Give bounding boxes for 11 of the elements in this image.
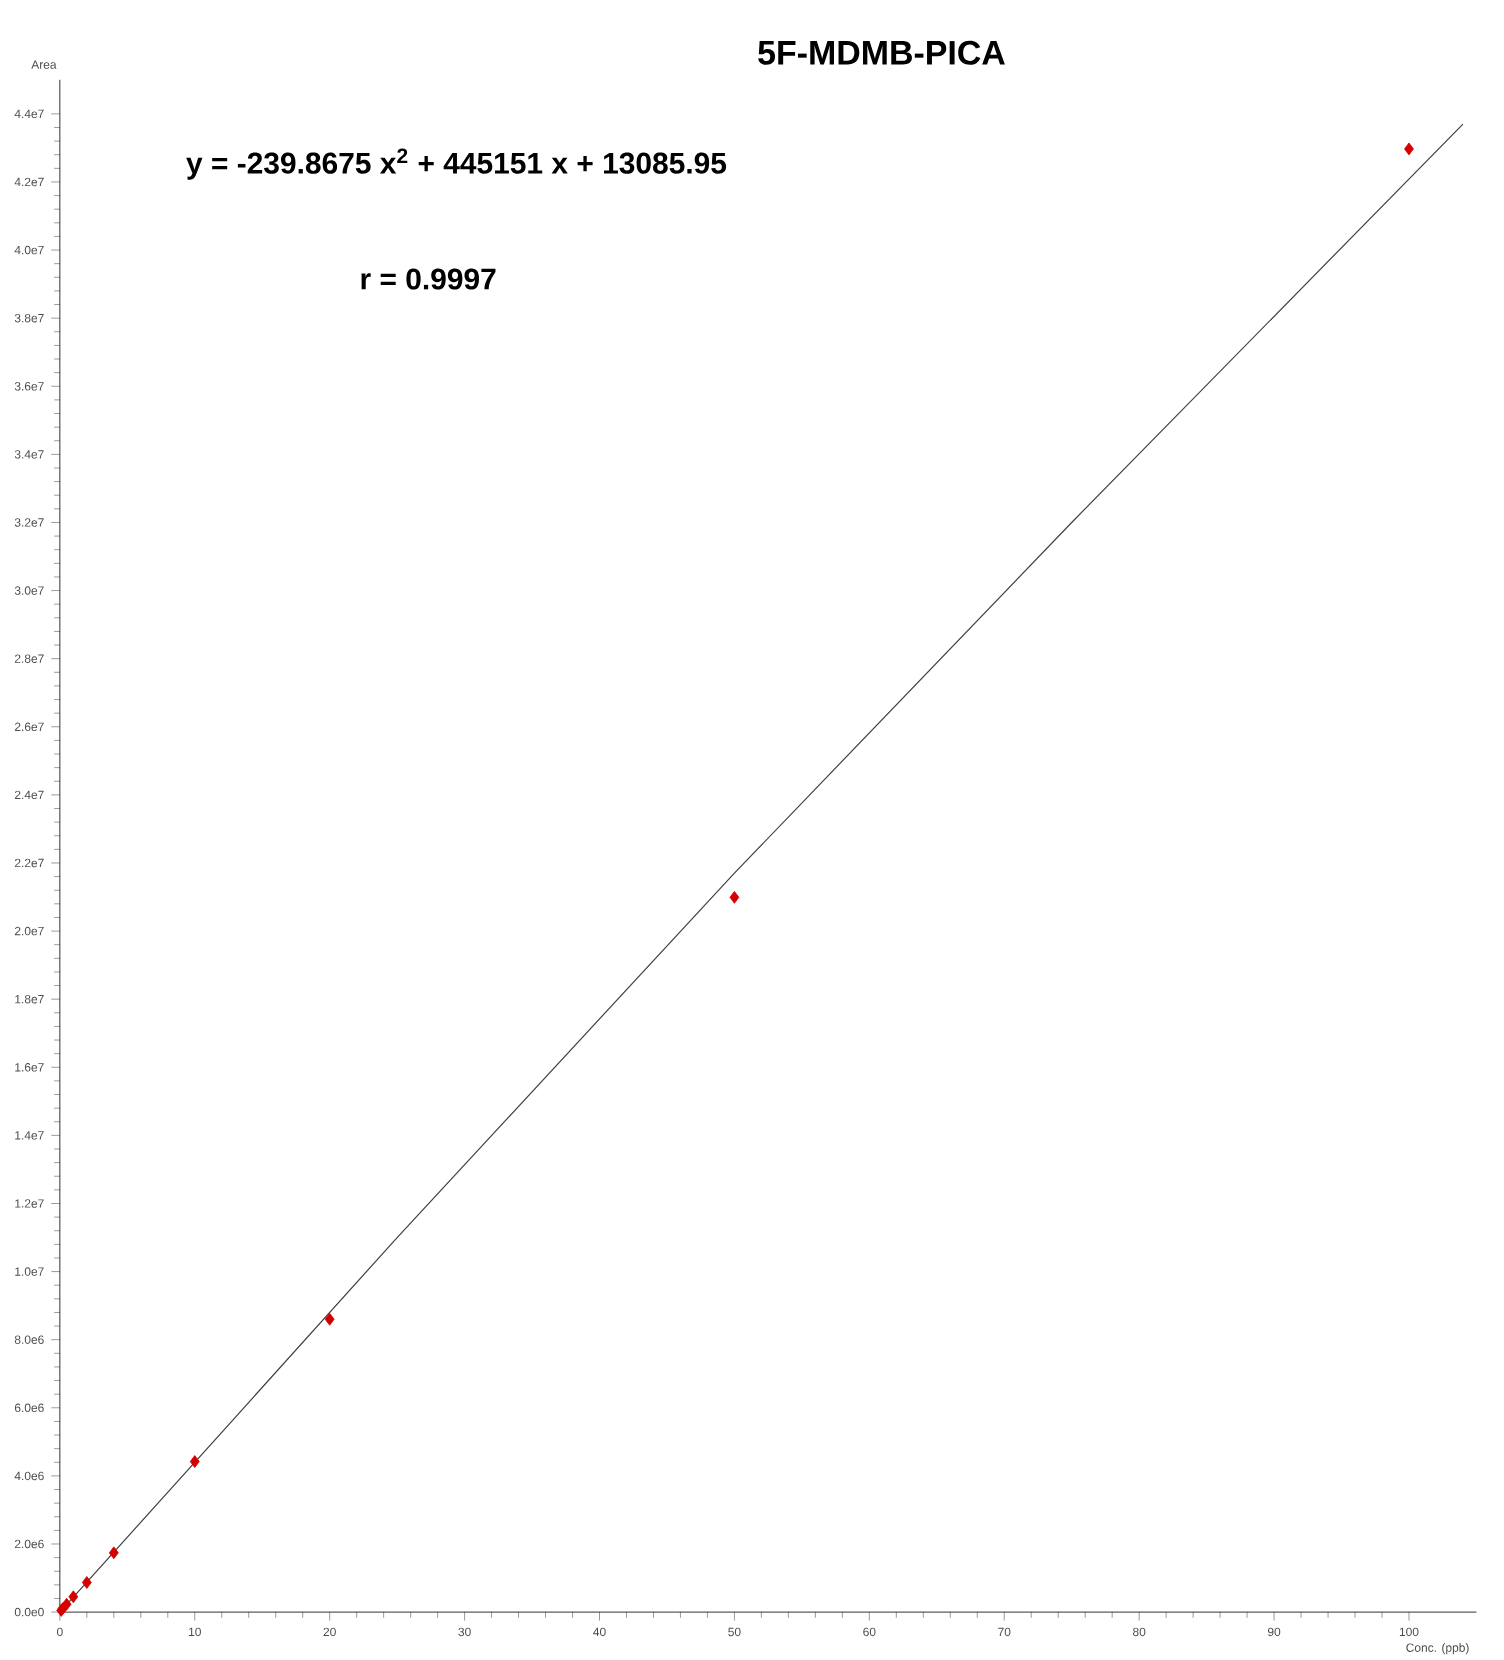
point	[61, 1597, 72, 1611]
point	[108, 1546, 119, 1560]
point	[324, 1312, 335, 1326]
annotation: y = -239.8675 x$^{2}$ + 445151 x + 13085.95	[186, 148, 726, 180]
point	[68, 1590, 79, 1604]
annotation: r = 0.9997	[361, 268, 496, 290]
point	[1403, 142, 1414, 156]
point	[729, 890, 740, 904]
chart-title: 5F-MDMB-PICA	[758, 40, 1005, 65]
point	[81, 1576, 92, 1589]
point	[189, 1455, 200, 1468]
